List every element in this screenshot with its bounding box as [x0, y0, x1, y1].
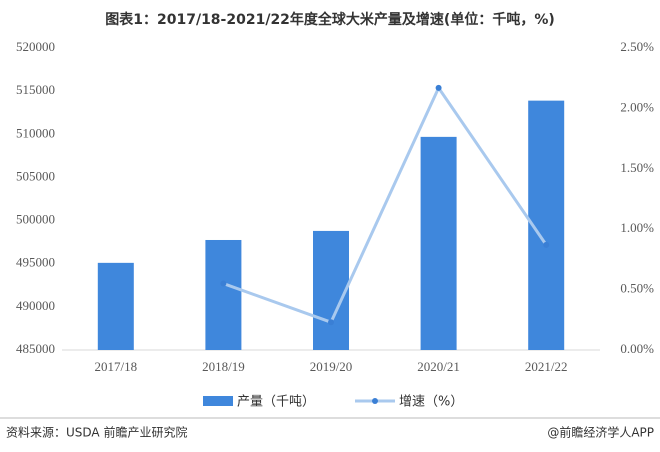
y-tick-label: 515000	[16, 82, 55, 97]
x-tick-label: 2018/19	[202, 359, 245, 374]
bar	[420, 136, 457, 350]
bar	[313, 230, 349, 350]
legend-swatch-marker	[372, 398, 378, 404]
y-tick-label: 510000	[16, 125, 55, 140]
y-tick-label: 485000	[16, 341, 55, 356]
legend-label: 产量（千吨）	[237, 395, 315, 410]
source: 资料来源：USDA 前瞻产业研究院	[6, 425, 187, 440]
y2-tick-label: 1.00%	[620, 220, 654, 235]
y-tick-label: 500000	[16, 212, 55, 227]
x-tick-label: 2017/18	[94, 359, 137, 374]
x-tick-label: 2020/21	[417, 359, 460, 374]
line-marker	[435, 84, 442, 91]
line-marker	[543, 241, 550, 248]
y2-tick-label: 0.00%	[620, 341, 654, 356]
x-tick-label: 2021/22	[525, 359, 568, 374]
bar	[97, 262, 134, 350]
y2-tick-label: 2.50%	[620, 39, 654, 54]
line-marker	[328, 319, 334, 326]
y-tick-label: 520000	[16, 39, 55, 54]
legend-swatch	[203, 396, 233, 406]
chart-title: 图表1：2017/18-2021/22年度全球大米产量及增速(单位：千吨，%)	[105, 11, 555, 28]
credit: @前瞻经济学人APP	[547, 425, 654, 440]
bar	[205, 239, 242, 350]
y2-tick-label: 1.50%	[620, 160, 654, 175]
line-marker	[220, 280, 227, 287]
legend-label: 增速（%）	[399, 395, 463, 410]
x-tick-label: 2019/20	[310, 359, 353, 374]
y2-tick-label: 2.00%	[620, 99, 654, 114]
y-tick-label: 495000	[16, 255, 55, 270]
y2-tick-label: 0.50%	[620, 281, 654, 296]
y-tick-label: 490000	[16, 298, 55, 313]
y-tick-label: 505000	[16, 168, 55, 183]
line	[222, 84, 548, 325]
